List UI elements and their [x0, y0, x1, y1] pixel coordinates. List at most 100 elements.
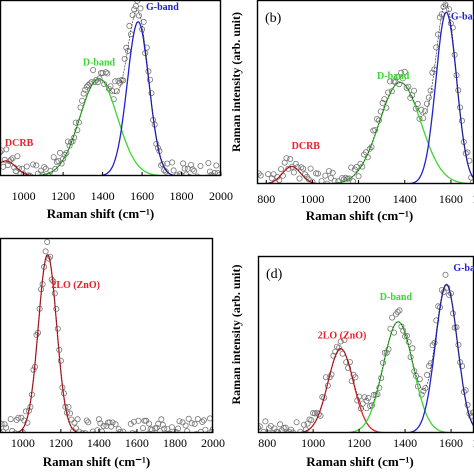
data-point — [34, 170, 41, 176]
x-tick-label: 800 — [257, 192, 275, 206]
x-axis-label: Raman shift (cm⁻¹) — [306, 208, 414, 223]
data-point — [176, 179, 181, 184]
data-point — [422, 385, 429, 392]
data-point — [1, 421, 8, 428]
data-point — [44, 238, 51, 245]
data-point — [189, 166, 196, 173]
data-point — [202, 426, 209, 433]
data-point — [292, 434, 297, 439]
data-point — [168, 175, 173, 176]
data-point — [129, 12, 136, 19]
data-point — [180, 160, 187, 167]
data-point — [29, 179, 34, 184]
data-point — [459, 363, 466, 370]
data-point — [80, 90, 87, 97]
data-point — [292, 160, 299, 167]
data-point — [440, 3, 447, 10]
x-tick-label: 1400 — [91, 189, 115, 203]
data-point — [186, 173, 193, 176]
data-point — [194, 173, 201, 176]
data-point — [385, 346, 392, 353]
fit-curve-2lo-zno- — [0, 254, 213, 433]
data-point — [159, 421, 166, 428]
data-point — [257, 170, 262, 177]
data-point — [199, 418, 206, 425]
data-point — [74, 416, 81, 423]
data-point — [166, 175, 172, 176]
peak-annotation: D-band — [377, 71, 410, 82]
data-point — [156, 428, 163, 433]
data-point — [206, 168, 213, 175]
data-point — [95, 416, 102, 423]
data-point — [290, 169, 297, 176]
data-point — [120, 428, 127, 433]
data-point — [394, 74, 401, 81]
x-tick-label: 1000 — [11, 436, 35, 450]
data-point — [308, 417, 315, 424]
x-tick-label-cut: 1 — [472, 192, 474, 206]
fit-curve-g-band — [0, 21, 221, 176]
x-tick-label: 2000 — [201, 436, 225, 450]
data-point — [78, 432, 83, 433]
data-point — [442, 271, 449, 278]
plot-area — [0, 238, 213, 433]
data-point — [442, 1, 449, 8]
data-point — [394, 308, 401, 315]
data-point — [83, 417, 90, 424]
data-point — [15, 165, 22, 172]
data-point — [398, 69, 405, 76]
data-point — [15, 414, 22, 421]
peak-annotation: G-ban — [451, 11, 474, 22]
data-point — [300, 421, 307, 428]
data-point — [333, 343, 340, 350]
data-point — [65, 403, 72, 410]
x-tick-label: 1800 — [163, 436, 187, 450]
x-tick-label: 1400 — [393, 192, 417, 206]
data-point — [328, 371, 335, 378]
data-point — [146, 76, 153, 83]
x-tick-label: 1600 — [125, 436, 149, 450]
data-point — [345, 364, 352, 371]
data-point — [167, 430, 174, 433]
data-point — [79, 97, 86, 104]
y-axis-label: Raman intensity (arb. unit) — [229, 12, 243, 152]
data-point — [83, 83, 90, 90]
data-point — [298, 164, 305, 171]
peak-annotation: G-band — [453, 263, 474, 274]
x-tick-label: 1200 — [347, 192, 371, 206]
data-point — [325, 168, 332, 175]
data-point — [68, 416, 75, 423]
cumulative-fit — [0, 10, 221, 176]
data-point — [139, 425, 146, 432]
data-point — [174, 425, 181, 432]
data-point — [112, 421, 119, 428]
data-point — [4, 162, 11, 169]
data-point — [159, 161, 166, 168]
data-point — [401, 68, 408, 75]
chart-panel-a: 1000 1200 1400 1600 1800 2000 Raman shift (cm⁻… — [0, 0, 233, 221]
data-point — [155, 420, 162, 427]
data-point — [205, 159, 212, 166]
data-point — [262, 418, 269, 425]
data-point — [213, 162, 220, 169]
data-point — [177, 171, 183, 176]
data-point — [329, 169, 336, 176]
peak-annotation: DCRB — [292, 141, 321, 152]
data-point — [446, 291, 453, 298]
cumulative-fit — [0, 254, 213, 433]
data-point — [365, 394, 372, 401]
data-point — [130, 418, 137, 425]
data-point — [201, 180, 206, 185]
data-point — [337, 338, 344, 345]
data-point — [418, 391, 425, 398]
data-point — [399, 75, 406, 82]
data-point — [63, 149, 70, 156]
data-point — [109, 419, 116, 426]
data-point — [101, 81, 108, 88]
data-point — [140, 18, 147, 25]
data-point — [314, 170, 321, 177]
data-point — [170, 167, 177, 174]
plot-area — [257, 1, 474, 184]
data-point — [161, 425, 168, 432]
data-point — [113, 88, 120, 95]
